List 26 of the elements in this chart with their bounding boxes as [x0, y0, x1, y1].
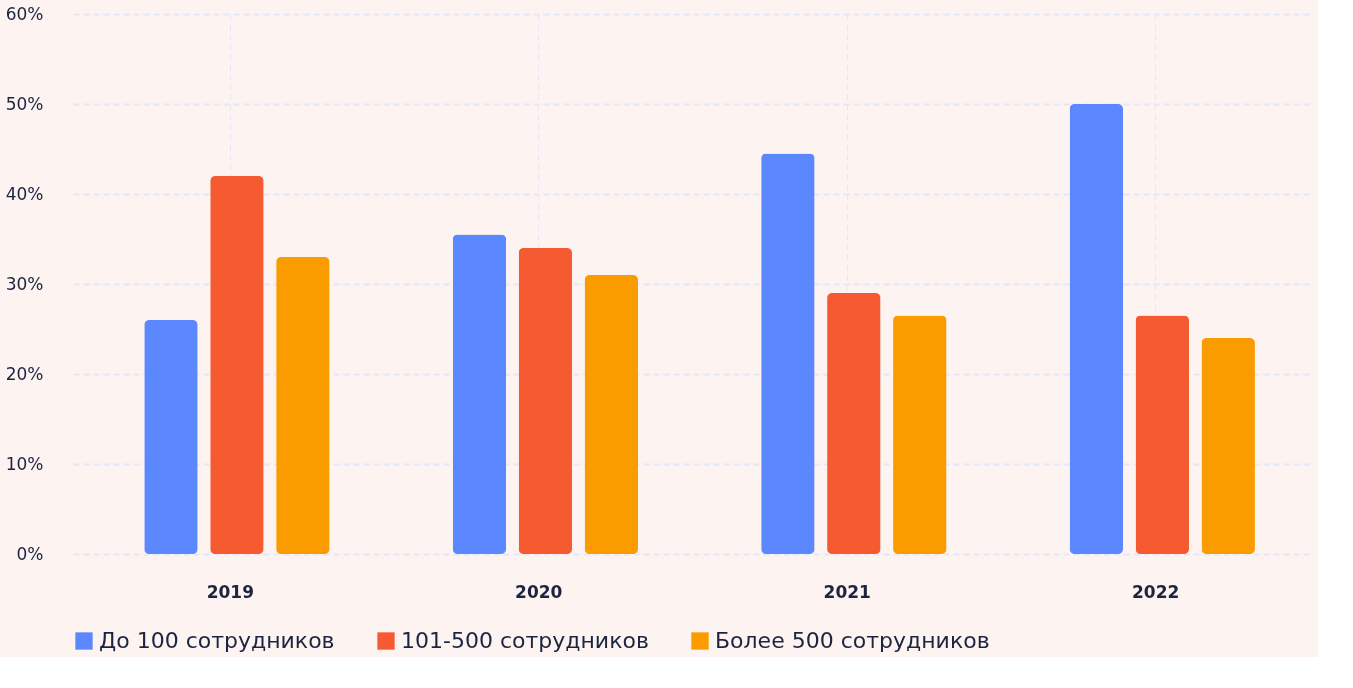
legend-label: Более 500 сотрудников	[715, 628, 990, 653]
y-tick-label: 10%	[5, 453, 44, 474]
bar	[1201, 338, 1255, 554]
x-tick-label: 2020	[515, 581, 563, 602]
bar	[276, 257, 330, 554]
bar	[452, 234, 507, 554]
legend-label: 101-500 сотрудников	[401, 628, 649, 653]
bar	[1135, 315, 1189, 554]
legend-label: До 100 сотрудников	[99, 628, 335, 653]
y-tick-label: 50%	[5, 93, 44, 114]
bar	[893, 315, 947, 554]
x-tick-label: 2019	[206, 581, 254, 602]
x-tick-label: 2022	[1132, 581, 1180, 602]
y-tick-label: 20%	[5, 363, 44, 384]
bar	[210, 176, 264, 554]
bar	[761, 153, 815, 554]
bar	[144, 320, 198, 554]
y-tick-label: 0%	[16, 543, 44, 564]
y-tick-label: 60%	[5, 3, 44, 24]
y-tick-label: 30%	[5, 273, 44, 294]
bar	[584, 275, 639, 554]
bar	[1069, 104, 1124, 554]
bar	[827, 293, 881, 554]
bar	[518, 248, 573, 554]
x-tick-label: 2021	[823, 581, 871, 602]
y-tick-label: 40%	[5, 183, 44, 204]
